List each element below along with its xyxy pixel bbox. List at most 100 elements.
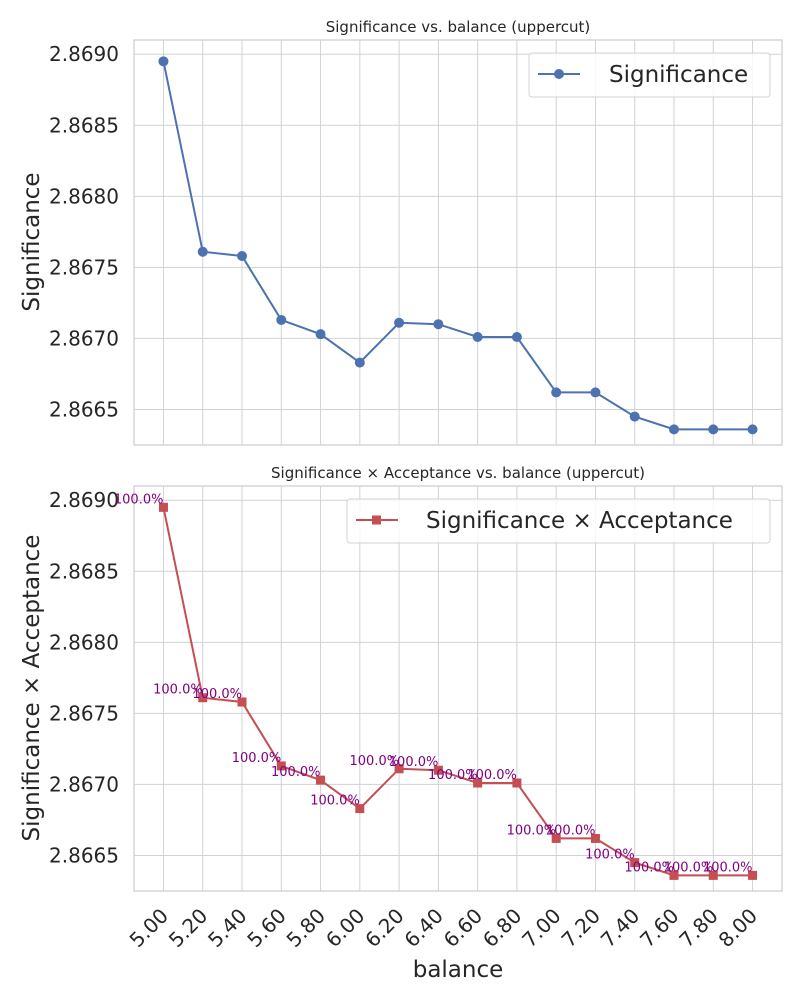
plot-area-top xyxy=(133,39,783,446)
data-point xyxy=(669,870,679,880)
y-tick-label: 2.8670 xyxy=(49,326,119,350)
y-ticks-top: 2.8665 2.8670 2.8675 2.8680 2.8685 2.8690 xyxy=(49,42,119,421)
data-label: 100.0% xyxy=(153,683,203,698)
data-label: 100.0% xyxy=(114,492,164,507)
x-tick-label: 5.80 xyxy=(282,904,330,952)
data-point xyxy=(708,870,718,880)
data-point xyxy=(551,833,561,843)
data-point xyxy=(512,778,522,788)
series-line xyxy=(162,61,753,431)
data-label: 100.0% xyxy=(192,687,242,702)
data-point xyxy=(629,411,640,422)
data-point xyxy=(669,424,679,435)
legend-top: Significance xyxy=(528,52,771,98)
data-point xyxy=(316,775,326,785)
x-tick-label: 6.00 xyxy=(321,904,369,952)
x-tick-label: 6.80 xyxy=(478,904,526,952)
y-tick-label: 2.8690 xyxy=(49,42,119,66)
y-tick-label: 2.8665 xyxy=(49,843,119,867)
data-point xyxy=(276,761,286,771)
chart-title-top: Significance vs. balance (uppercut) xyxy=(326,18,591,36)
data-point xyxy=(354,357,365,368)
data-point xyxy=(198,693,208,703)
data-point xyxy=(237,251,247,261)
data-label: 100.0% xyxy=(664,860,714,875)
data-point xyxy=(237,697,247,707)
data-label: 100.0% xyxy=(467,768,517,783)
legend-box-bottom xyxy=(346,498,771,544)
data-label: 100.0% xyxy=(546,823,596,838)
x-tick-label: 5.40 xyxy=(203,904,251,952)
legend-marker-significance-acceptance xyxy=(372,515,381,525)
chart-title-bottom: Significance × Acceptance vs. balance (u… xyxy=(271,464,645,482)
data-label: 100.0% xyxy=(232,751,282,766)
x-tick-label: 6.40 xyxy=(399,904,447,952)
data-label: 100.0% xyxy=(428,768,478,783)
series-line xyxy=(162,507,753,877)
data-point xyxy=(511,332,522,342)
y-tick-label: 2.8690 xyxy=(49,488,119,512)
data-point xyxy=(394,764,404,774)
data-point xyxy=(158,56,169,67)
y-tick-label: 2.8680 xyxy=(49,184,119,208)
x-tick-label: 8.00 xyxy=(714,904,762,952)
y-axis-label-bottom: Significance × Acceptance xyxy=(19,535,45,842)
data-label: 100.0% xyxy=(624,860,674,875)
x-tick-label: 5.00 xyxy=(125,904,173,952)
y-axis-label-top: Significance xyxy=(19,172,45,311)
y-tick-label: 2.8670 xyxy=(49,772,119,796)
legend-bottom: Significance × Acceptance xyxy=(346,498,771,544)
data-point xyxy=(747,424,758,435)
data-point xyxy=(315,329,326,340)
y-ticks-bottom: 2.8665 2.8670 2.8675 2.8680 2.8685 2.8690 xyxy=(49,488,119,867)
y-tick-label: 2.8675 xyxy=(49,701,119,725)
data-point xyxy=(748,870,758,880)
data-point xyxy=(472,332,483,342)
x-tick-label: 6.20 xyxy=(360,904,408,952)
x-tick-label: 7.20 xyxy=(557,904,605,952)
x-tick-label: 7.60 xyxy=(635,904,683,952)
significance-chart: Significance vs. balance (uppercut) 2.86… xyxy=(19,18,783,446)
data-point xyxy=(708,424,719,435)
data-point xyxy=(355,804,365,814)
data-labels-bottom: 100.0%100.0%100.0%100.0%100.0%100.0%100.… xyxy=(114,492,753,875)
data-point xyxy=(473,778,483,788)
x-tick-label: 7.80 xyxy=(674,904,722,952)
y-tick-label: 2.8685 xyxy=(49,559,119,583)
y-tick-label: 2.8675 xyxy=(49,255,119,279)
data-label: 100.0% xyxy=(389,755,439,770)
legend-label-significance: Significance xyxy=(609,62,748,88)
x-tick-label: 5.60 xyxy=(242,904,290,952)
y-tick-label: 2.8680 xyxy=(49,630,119,654)
data-point xyxy=(551,387,562,398)
x-tick-label: 5.20 xyxy=(164,904,212,952)
data-label: 100.0% xyxy=(350,754,400,769)
significance-acceptance-chart: Significance × Acceptance vs. balance (u… xyxy=(19,464,783,983)
gridlines-bottom xyxy=(134,486,782,891)
x-tick-label: 7.40 xyxy=(596,904,644,952)
data-label: 100.0% xyxy=(271,765,321,780)
data-point xyxy=(433,319,444,330)
data-point xyxy=(158,502,168,512)
legend-marker-significance xyxy=(554,69,564,79)
data-point xyxy=(197,246,208,257)
data-point xyxy=(590,833,600,843)
data-label: 100.0% xyxy=(585,848,635,863)
series-significance-acceptance xyxy=(158,502,758,880)
x-ticks-bottom: 5.005.205.405.605.806.006.206.406.606.80… xyxy=(125,904,763,952)
y-tick-label: 2.8685 xyxy=(49,113,119,137)
series-significance xyxy=(158,56,758,435)
data-point xyxy=(276,314,287,325)
legend-box-top xyxy=(528,52,771,98)
y-tick-label: 2.8665 xyxy=(49,397,119,421)
data-label: 100.0% xyxy=(507,823,557,838)
data-label: 100.0% xyxy=(703,860,753,875)
data-point xyxy=(590,387,601,398)
legend-label-significance-acceptance: Significance × Acceptance xyxy=(426,508,733,534)
data-point xyxy=(630,858,640,868)
x-axis-label-bottom: balance xyxy=(413,957,504,983)
x-tick-label: 7.00 xyxy=(517,904,565,952)
x-tick-label: 6.60 xyxy=(439,904,487,952)
data-point xyxy=(433,765,443,775)
